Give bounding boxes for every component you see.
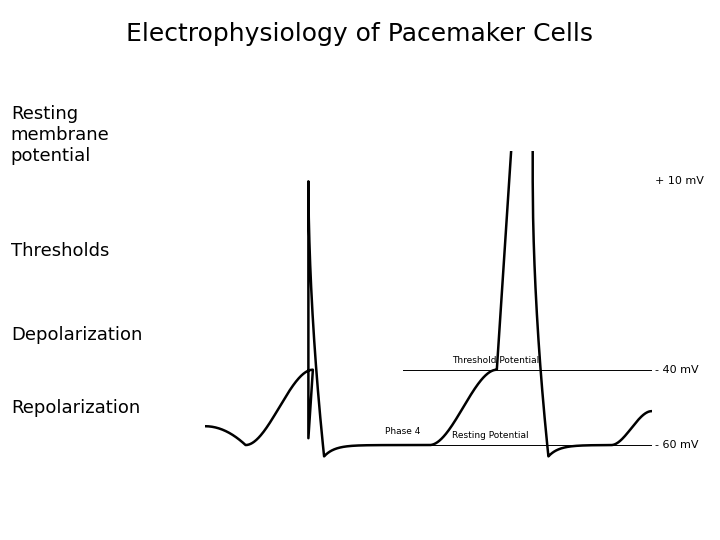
- Text: - 40 mV: - 40 mV: [655, 364, 699, 375]
- Text: Resting Potential: Resting Potential: [452, 431, 528, 440]
- Text: Thresholds: Thresholds: [11, 242, 109, 260]
- Text: Repolarization: Repolarization: [11, 399, 140, 417]
- Text: Depolarization: Depolarization: [11, 326, 142, 344]
- Text: Phase 4: Phase 4: [384, 427, 420, 436]
- Text: + 10 mV: + 10 mV: [655, 177, 704, 186]
- Text: Electrophysiology of Pacemaker Cells: Electrophysiology of Pacemaker Cells: [127, 22, 593, 45]
- Text: - 60 mV: - 60 mV: [655, 440, 698, 450]
- Text: Resting
membrane
potential: Resting membrane potential: [11, 105, 109, 165]
- Text: Threshold Potential: Threshold Potential: [452, 356, 539, 365]
